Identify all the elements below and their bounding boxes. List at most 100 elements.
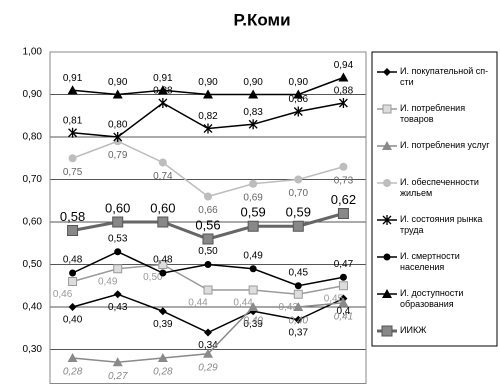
data-label: 0,39 [153,319,173,330]
y-tick-label: 0,30 [23,344,43,355]
data-label: 0,53 [108,233,128,244]
data-label: 0,59 [240,205,265,220]
data-label: 0,69 [243,192,263,203]
data-label: 0,75 [63,167,83,178]
data-label: 0,27 [108,371,128,382]
y-tick-label: 0,60 [23,217,43,228]
y-tick-label: 0,80 [23,132,43,143]
data-label: 0,91 [153,73,173,84]
marker [112,89,123,99]
marker [68,277,78,286]
data-label: 0,82 [198,111,218,122]
data-label: 0,83 [243,107,263,118]
data-label: 0,50 [198,246,218,257]
series: 0,75 0,79 0,74 0,66 0,69 0,70 0,73 [63,137,354,216]
data-label: 0,66 [198,205,218,216]
data-label: 0,73 [334,175,354,186]
data-label: 0,28 [63,367,83,378]
data-label: 0,45 [324,293,344,304]
series: 0,48 0,53 0,48 0,50 0,49 0,45 0,47 [63,233,354,290]
marker [204,192,212,201]
marker [293,106,303,117]
marker [159,269,167,277]
series: 0,58 0,60 0,60 0,56 0,59 0,59 0,62 [60,192,356,245]
marker [249,179,258,188]
marker [114,248,122,256]
legend-label: ИИКЖ [400,325,427,335]
marker [204,328,212,337]
marker [294,282,302,290]
marker [382,104,392,114]
marker [113,290,122,299]
marker [294,315,303,324]
marker [203,89,213,99]
data-label: 0,90 [243,77,263,88]
marker [68,154,77,163]
marker [383,68,391,76]
data-label: 0,44 [233,298,253,309]
y-tick-label: 0,70 [23,174,43,185]
data-label: 0,48 [63,255,83,266]
marker [157,353,168,362]
marker [68,127,78,138]
marker [382,141,392,150]
marker [338,98,348,108]
data-label: 0,79 [108,150,128,161]
data-label: 0,40 [243,316,263,327]
marker [204,261,212,268]
data-label: 0,44 [188,298,208,309]
data-label: 0,49 [243,250,263,261]
marker [203,285,213,295]
marker [248,89,259,99]
data-label: 0,40 [289,316,309,327]
marker [293,289,303,299]
data-label: 0,48 [153,255,173,266]
data-label: 0,4 [336,306,350,317]
data-label: 0,46 [53,289,73,300]
data-label: 0,90 [108,77,128,88]
series: 0,40 0,43 0,39 0,34 0,39 0,37 0,4 [63,290,351,351]
legend-label: И. потребления товаров [400,103,466,124]
marker [294,175,303,184]
marker [338,297,349,307]
marker [158,307,167,316]
marker [158,98,168,108]
marker [247,220,259,232]
marker [248,285,258,295]
marker [69,269,77,277]
marker [203,348,213,358]
series: 0,91 0,90 0,91 0,90 0,90 0,90 0,94 [63,60,354,99]
data-label: 0,94 [334,60,354,71]
data-label: 0,45 [289,267,309,278]
data-label: 0,91 [63,73,83,84]
data-label: 0,70 [289,188,309,199]
marker [113,132,123,142]
data-label: 0,47 [334,259,354,270]
data-label: 0,29 [198,362,218,373]
y-tick-label: 0,40 [23,302,43,313]
y-tick-label: 0,50 [23,259,43,270]
data-label: 0,62 [331,192,356,207]
marker [338,72,349,82]
marker [383,179,391,187]
marker [158,260,168,269]
data-label: 0,49 [98,276,118,287]
legend-box [371,51,498,347]
marker [158,158,167,167]
data-label: 0,86 [289,94,309,105]
data-label: 0,80 [108,120,128,131]
data-label: 0,60 [150,200,175,215]
marker [382,215,392,225]
marker [113,264,123,274]
marker [68,303,77,311]
marker [383,253,391,261]
legend-label: И. потребления услуг [400,140,490,150]
marker [249,265,257,273]
chart-title: Р.Коми [233,10,290,29]
marker [112,216,124,228]
legend-label: И. доступности образования [400,288,464,309]
legend-label: И. покупательной сп-сти [400,66,489,87]
plot-border [49,51,367,384]
